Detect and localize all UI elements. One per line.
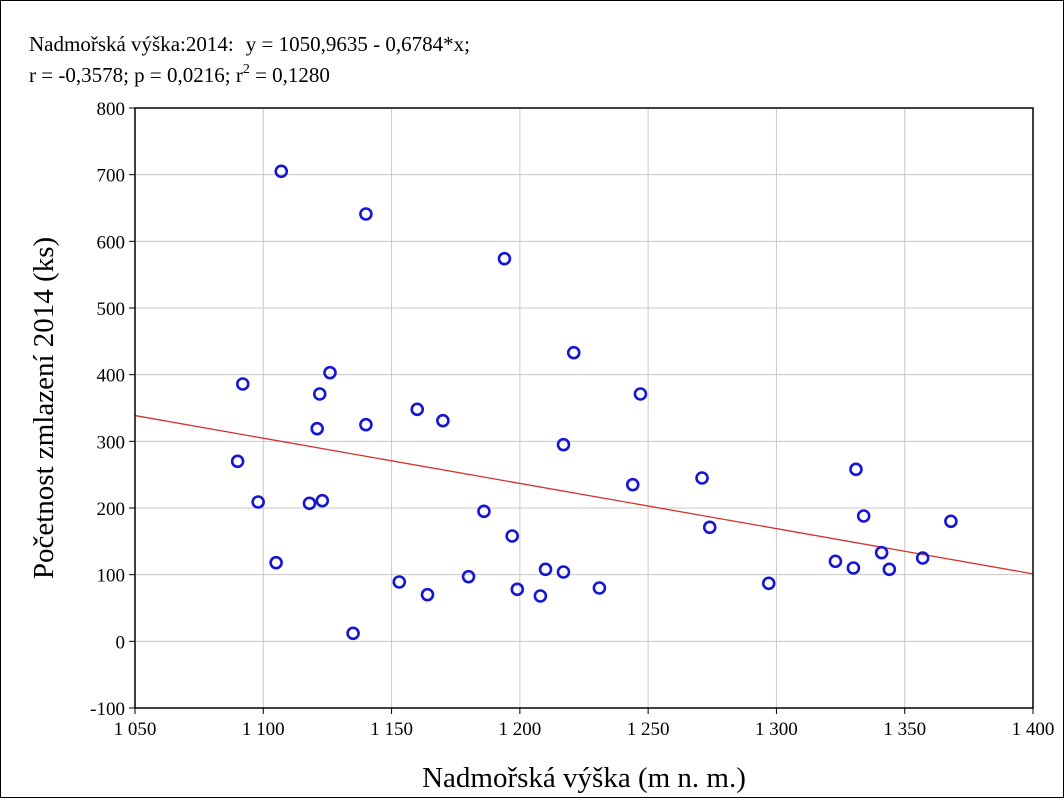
data-point bbox=[420, 587, 435, 602]
data-point bbox=[625, 477, 640, 492]
data-point bbox=[274, 164, 289, 179]
chart-header-line-1: Nadmořská výška:2014: y = 1050,9635 - 0,6… bbox=[29, 32, 470, 56]
data-point bbox=[497, 251, 512, 266]
data-point bbox=[477, 504, 491, 519]
y-tick-label: 600 bbox=[97, 232, 126, 253]
data-point bbox=[436, 413, 450, 428]
data-point bbox=[346, 626, 360, 641]
data-point bbox=[251, 495, 265, 509]
grid-lines bbox=[134, 107, 1034, 709]
x-tick-label: 1 400 bbox=[1012, 719, 1055, 740]
regression-line-group bbox=[134, 414, 1034, 575]
x-tick-label: 1 250 bbox=[627, 719, 670, 740]
data-point bbox=[915, 551, 930, 565]
y-tick-label: 500 bbox=[97, 299, 126, 320]
x-tick-label: 1 100 bbox=[242, 719, 285, 740]
x-tick-label: 1 350 bbox=[883, 719, 926, 740]
data-point bbox=[556, 437, 571, 452]
data-point bbox=[323, 365, 337, 380]
y-tick-label: 200 bbox=[97, 499, 126, 520]
data-point bbox=[505, 529, 519, 543]
data-point bbox=[882, 562, 897, 577]
data-point bbox=[461, 569, 476, 584]
y-tick-label: 0 bbox=[116, 632, 126, 653]
data-point bbox=[312, 387, 327, 401]
data-point bbox=[359, 417, 373, 432]
data-point bbox=[566, 345, 581, 360]
data-point bbox=[695, 471, 709, 485]
data-point bbox=[310, 421, 324, 436]
data-point bbox=[538, 562, 553, 577]
data-point bbox=[633, 387, 648, 401]
data-point bbox=[556, 565, 571, 579]
x-tick-label: 1 050 bbox=[114, 719, 157, 740]
data-point bbox=[359, 207, 373, 221]
x-tick-label: 1 200 bbox=[498, 719, 541, 740]
x-axis-label: Nadmořská výška (m n. m.) bbox=[422, 762, 746, 794]
data-point bbox=[533, 589, 548, 603]
data-point bbox=[302, 496, 317, 511]
y-tick-label: 100 bbox=[97, 566, 126, 587]
data-point bbox=[510, 582, 525, 597]
x-axis-ticks: 1 050 1 100 1 150 1 200 1 250 1 300 1 350 1 400 bbox=[114, 708, 1055, 740]
data-point bbox=[315, 493, 330, 508]
data-point bbox=[761, 576, 776, 591]
y-tick-label: 300 bbox=[97, 432, 126, 453]
x-tick-label: 1 150 bbox=[370, 719, 413, 740]
data-point bbox=[592, 581, 607, 595]
y-axis-ticks: -100 0 100 200 300 400 500 600 700 800 bbox=[90, 99, 135, 720]
x-tick-label: 1 300 bbox=[755, 719, 798, 740]
regression-line bbox=[134, 414, 1034, 575]
data-point bbox=[702, 520, 717, 535]
data-point bbox=[874, 545, 889, 560]
data-point bbox=[269, 555, 283, 570]
data-point bbox=[846, 561, 861, 575]
data-point bbox=[856, 509, 871, 523]
data-point bbox=[235, 377, 250, 391]
y-tick-label: 400 bbox=[97, 366, 126, 387]
data-point bbox=[230, 454, 245, 469]
chart-header-line-2: r = -0,3578; p = 0,0216; r2 = 0,1280 bbox=[29, 62, 330, 87]
data-point bbox=[410, 402, 425, 417]
y-tick-label: -100 bbox=[90, 699, 125, 720]
data-points bbox=[230, 164, 958, 641]
y-tick-label: 700 bbox=[97, 166, 126, 187]
data-point bbox=[849, 462, 863, 477]
y-tick-label: 800 bbox=[97, 99, 126, 120]
data-point bbox=[392, 575, 407, 589]
data-point bbox=[828, 554, 843, 569]
y-axis-label: Početnost zmlazení 2014 (ks) bbox=[28, 237, 60, 579]
data-point bbox=[944, 514, 958, 529]
plot-area-border bbox=[134, 107, 1034, 709]
